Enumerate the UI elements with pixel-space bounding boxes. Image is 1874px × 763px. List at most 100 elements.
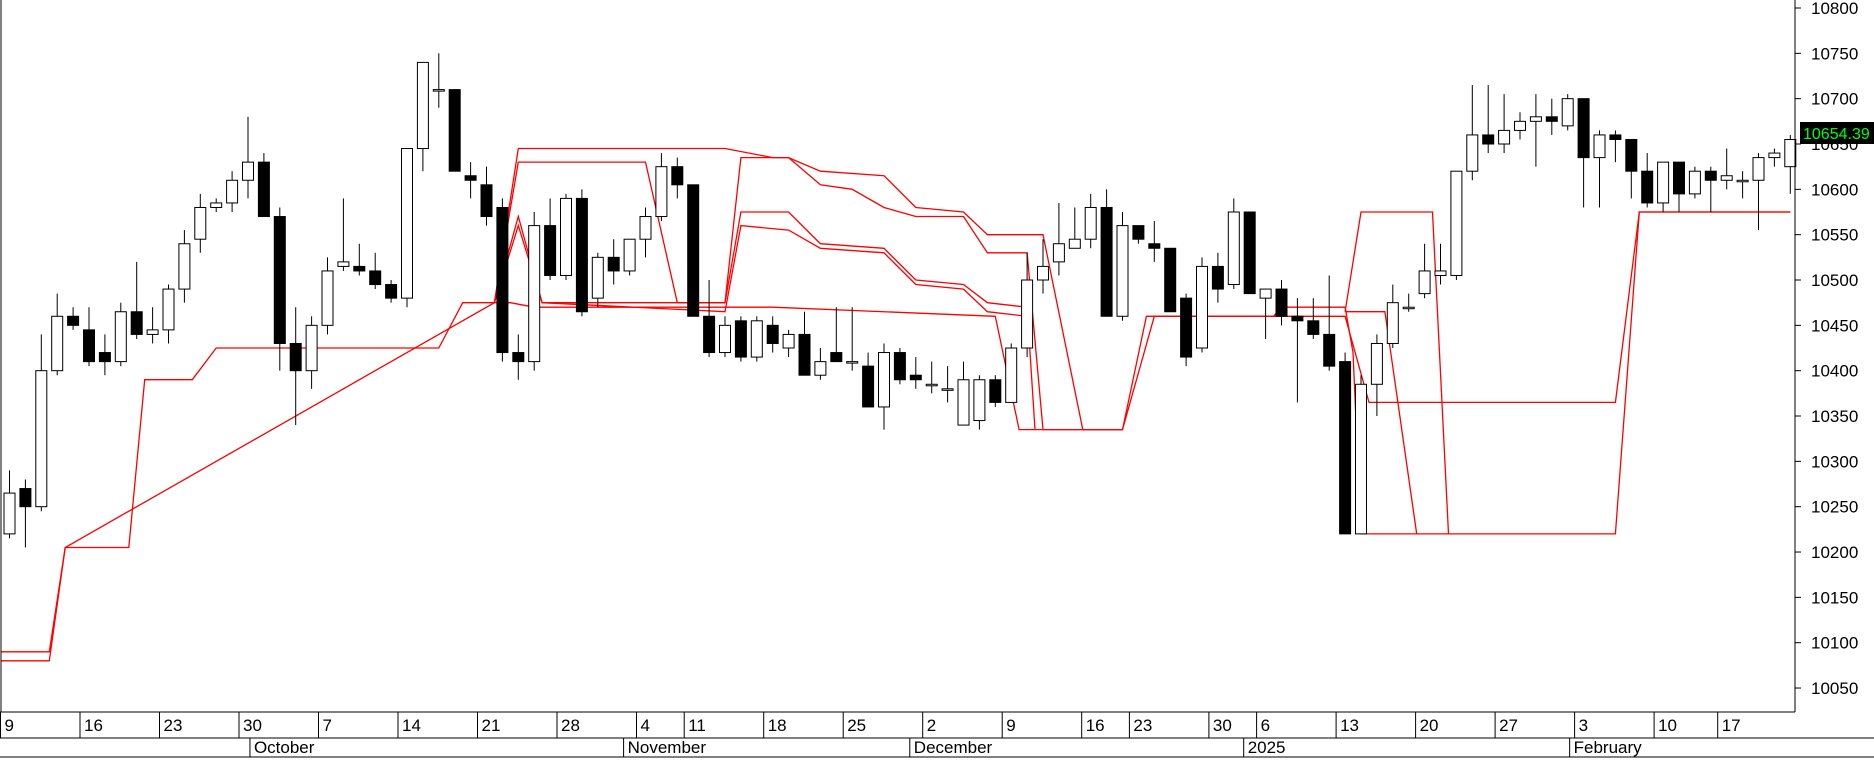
indicator-line [1344, 211, 1450, 534]
candle [1227, 198, 1240, 290]
candle-body-down [862, 365, 875, 408]
candle-body-up [1688, 170, 1701, 195]
candle [878, 343, 890, 430]
candle-body-up [1227, 211, 1240, 286]
candle-body-down [67, 315, 80, 326]
candle [1514, 112, 1526, 140]
y-tick-label: 10200 [1811, 543, 1858, 562]
candle-body-up [146, 329, 159, 335]
x-day-label: 18 [768, 716, 787, 735]
candle-body-down [385, 284, 398, 299]
candle-body-up [814, 361, 827, 376]
candle-body-down [83, 329, 95, 363]
candle [1434, 243, 1447, 285]
candle [385, 280, 398, 303]
candle-body-up [337, 261, 350, 267]
candle [1720, 148, 1733, 190]
x-day-label: 9 [1006, 716, 1015, 735]
x-day-label: 6 [1261, 716, 1270, 735]
candle-body-down [1275, 288, 1288, 317]
candle-body-down [1323, 333, 1336, 367]
candle-body-down [464, 175, 477, 181]
candle [655, 153, 668, 222]
x-day-label: 17 [1722, 716, 1741, 735]
candle [1450, 170, 1463, 281]
y-tick-label: 10400 [1811, 362, 1858, 381]
candle [273, 207, 286, 371]
candle [925, 361, 938, 394]
candle-body-down [1339, 361, 1352, 535]
candle-body-down [1577, 98, 1590, 159]
candle [591, 252, 604, 308]
candle [1657, 161, 1670, 213]
candle [1148, 221, 1161, 262]
candle-body-down [273, 216, 286, 344]
candle-body-down [544, 225, 557, 276]
candle-body-up [1084, 206, 1097, 240]
y-tick-label: 10750 [1811, 44, 1858, 63]
y-tick-label: 10050 [1811, 679, 1858, 698]
candle [1704, 166, 1717, 213]
y-axis: 10050 10100 10150 10200 10250 10300 10350 10400… [1795, 0, 1858, 698]
candle-body-up [242, 161, 254, 181]
candle [305, 316, 318, 389]
candle [337, 198, 350, 271]
y-tick-label: 10350 [1811, 407, 1858, 426]
candle-body-down [480, 184, 493, 218]
indicator-line [1345, 311, 1418, 534]
candle [1529, 94, 1542, 167]
candle [464, 162, 477, 199]
x-month-label: February [1574, 738, 1643, 757]
candle-body-up [750, 320, 763, 358]
candle-body-down [512, 352, 525, 363]
candle [1784, 134, 1797, 194]
last-price-badge-bg [1800, 122, 1874, 144]
candle-body-up [1068, 238, 1081, 249]
candle [1068, 207, 1081, 249]
candle [893, 348, 906, 385]
candle [1323, 275, 1336, 371]
candle-body-up [1355, 383, 1367, 535]
candle-body-up [178, 243, 191, 290]
candle [1609, 130, 1622, 163]
candle [639, 207, 652, 258]
x-day-label: 16 [84, 716, 103, 735]
candle-body-down [575, 197, 588, 313]
candle-body-up [719, 324, 731, 354]
candle-body-down [734, 320, 747, 358]
candle [512, 334, 525, 380]
candle [782, 329, 795, 358]
candle-body-up [416, 61, 429, 150]
candle [289, 307, 302, 426]
candle [607, 239, 620, 285]
candle [480, 166, 493, 226]
candle [846, 307, 859, 371]
candle [3, 470, 16, 539]
candle-body-down [1291, 315, 1304, 322]
candle [941, 366, 954, 403]
candle [671, 157, 684, 199]
candle [1736, 171, 1749, 199]
candles-layer [3, 53, 1797, 548]
candle [1577, 98, 1590, 208]
candle [1084, 193, 1097, 249]
candle-body-up [51, 315, 64, 372]
x-day-label: 4 [641, 716, 650, 735]
candle [242, 116, 254, 199]
candle-body-up [1196, 265, 1208, 349]
candle-body-up [1386, 302, 1399, 344]
candle-body-up [560, 197, 572, 276]
candle [1386, 284, 1399, 349]
candle [1243, 211, 1256, 295]
candle-body-up [591, 256, 604, 299]
candle [1545, 98, 1558, 135]
candle-body-up [1466, 134, 1479, 172]
candle-body-down [798, 333, 811, 376]
candle-body-up [1720, 175, 1733, 181]
candle [416, 61, 429, 172]
candle [1688, 166, 1701, 199]
candle-body-down [687, 184, 700, 317]
candle [19, 479, 32, 548]
candle-body-up [35, 370, 48, 508]
